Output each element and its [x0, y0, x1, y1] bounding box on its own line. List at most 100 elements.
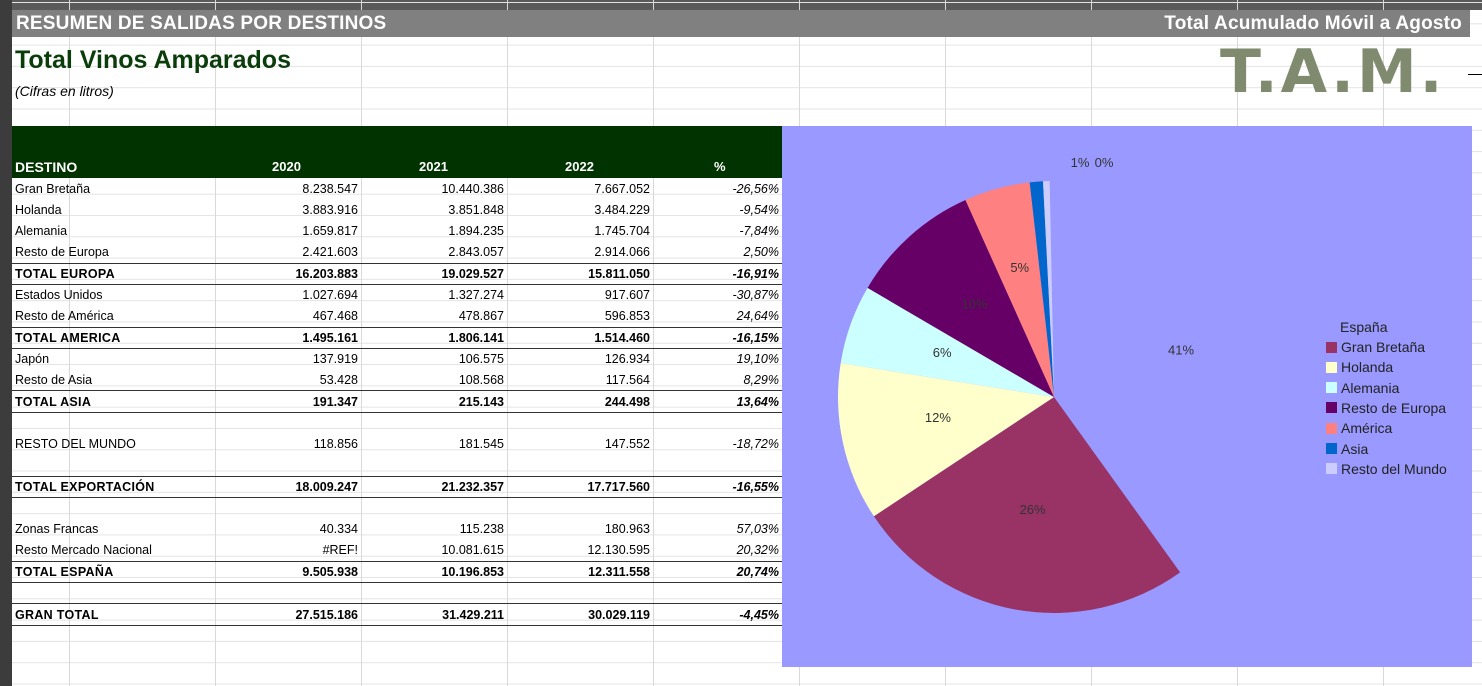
cell-percent: 20,74% — [653, 560, 782, 584]
cell-2021 — [361, 583, 507, 604]
pie-slice-label: 10% — [962, 297, 988, 312]
cell-2022: 7.667.052 — [594, 181, 650, 196]
table-row-total: TOTAL EXPORTACIÓN 18.009.247 21.232.357 17.… — [12, 475, 782, 498]
legend-swatch — [1326, 361, 1337, 373]
report-title: RESUMEN DE SALIDAS POR DESTINOS — [16, 12, 387, 34]
cell-destino: TOTAL EXPORTACIÓN — [12, 475, 215, 498]
legend-title: España — [1340, 319, 1388, 335]
cell-2021: 181.545 — [458, 437, 504, 452]
cell-2020: 467.468 — [312, 309, 358, 324]
cell-2021: 106.575 — [458, 352, 504, 367]
cell-percent: 2,50% — [743, 245, 779, 260]
legend-item: América — [1326, 420, 1392, 436]
legend-swatch — [1326, 422, 1337, 434]
pie-slice-asia — [1029, 181, 1054, 397]
cell-destino: Estados Unidos — [15, 288, 103, 303]
table-header-band — [12, 126, 782, 178]
cell-percent: 13,64% — [653, 390, 782, 413]
legend-item: Asia — [1326, 441, 1368, 457]
cell-2022: 117.564 — [605, 373, 650, 388]
cell-2021: 1.327.274 — [448, 288, 504, 303]
cell-destino: Gran Bretaña — [15, 181, 91, 196]
table-row-total: TOTAL ASIA 191.347 215.143 244.498 13,64% — [12, 390, 782, 413]
legend-label: Resto del Mundo — [1341, 460, 1447, 477]
cell-2021: 2.843.057 — [448, 245, 504, 260]
cell-2022 — [507, 455, 653, 476]
cell-percent: -26,56% — [732, 181, 779, 196]
pie-slice-label: 0% — [1095, 155, 1114, 170]
cell-2021: 21.232.357 — [361, 475, 507, 498]
pie-slice-resto-de-europa — [867, 199, 1054, 397]
cell-percent: -9,54% — [739, 202, 779, 217]
cell-2021: 10.440.386 — [441, 181, 504, 196]
col-header-2022: 2022 — [565, 159, 594, 174]
cell-percent: -30,87% — [732, 288, 779, 303]
pie-slice-label: 1% — [1071, 155, 1090, 170]
legend-label: Alemania — [1341, 379, 1400, 396]
cell-percent: -16,91% — [653, 262, 782, 285]
legend-label: Resto de Europa — [1341, 399, 1447, 416]
table-row-total: TOTAL EUROPA 16.203.883 19.029.527 15.811.0… — [12, 262, 782, 285]
legend-item: Resto del Mundo — [1326, 461, 1447, 477]
cell-2022: 15.811.050 — [507, 262, 653, 285]
cell-destino: TOTAL ASIA — [12, 390, 215, 413]
cell-destino: Resto Mercado Nacional — [15, 543, 152, 558]
cell-2021: 31.429.211 — [361, 603, 507, 626]
pie-chart-svg: 41% 26% 12% 6% 10% 5% 1% 0% — [838, 155, 1270, 613]
cell-percent: 57,03% — [736, 522, 779, 537]
table-row-total: GRAN TOTAL 27.515.186 31.429.211 30.029.119… — [12, 603, 782, 626]
cell-2020: 2.421.603 — [302, 245, 358, 260]
cell-2021: 1.806.141 — [361, 326, 507, 349]
cell-2020 — [215, 455, 361, 476]
cell-destino: GRAN TOTAL — [12, 603, 215, 626]
cell-2020: 8.238.547 — [302, 181, 358, 196]
cell-destino: TOTAL AMERICA — [12, 326, 215, 349]
cell-percent: 24,64% — [736, 309, 779, 324]
cell-2021: 115.238 — [459, 522, 504, 537]
report-period: Total Acumulado Móvil a Agosto — [1164, 12, 1462, 34]
cell-2022: 147.552 — [604, 437, 650, 452]
cell-2020 — [215, 583, 361, 604]
cell-2021: 19.029.527 — [361, 262, 507, 285]
pie-slice-américa — [965, 182, 1054, 397]
cell-2021: 10.081.615 — [441, 543, 504, 558]
cell-percent: -7,84% — [739, 224, 779, 239]
cell-2021: 3.851.848 — [448, 202, 504, 217]
pie-slice-alemania — [840, 287, 1054, 397]
legend-item: Gran Bretaña — [1326, 339, 1425, 355]
cell-2020: 16.203.883 — [215, 262, 361, 285]
table-row: Resto de América 467.468 478.867 596.853 24,… — [12, 306, 782, 327]
table-row: Resto Mercado Nacional #REF! 10.081.615 12.… — [12, 540, 782, 561]
col-header-2020: 2020 — [272, 159, 301, 174]
pie-slice-holanda — [838, 363, 1054, 517]
cell-2022: 596.853 — [604, 309, 650, 324]
legend-swatch — [1326, 382, 1337, 394]
cell-2021: 215.143 — [361, 390, 507, 413]
legend-swatch — [1326, 341, 1337, 353]
cell-2022: 17.717.560 — [507, 475, 653, 498]
table-row-blank — [12, 497, 782, 518]
cell-destino: Alemania — [15, 224, 68, 239]
table-row: RESTO DEL MUNDO 118.856 181.545 147.552 -18,… — [12, 434, 782, 455]
cell-2021 — [361, 455, 507, 476]
table-row-total: TOTAL AMERICA 1.495.161 1.806.141 1.514.460… — [12, 326, 782, 349]
page-title: Total Vinos Amparados — [15, 46, 291, 74]
cell-percent — [653, 412, 782, 433]
pie-slice-españa — [1049, 181, 1270, 573]
cell-2021: 10.196.853 — [361, 560, 507, 584]
cell-2022: 1.745.704 — [594, 224, 650, 239]
table-row: Zonas Francas 40.334 115.238 180.963 57,03% — [12, 519, 782, 540]
cell-2022: 244.498 — [507, 390, 653, 413]
cell-destino — [12, 455, 215, 476]
cell-destino — [12, 583, 215, 604]
cell-percent: 8,29% — [743, 373, 779, 388]
table-row-total: TOTAL ESPAÑA 9.505.938 10.196.853 12.311.55… — [12, 560, 782, 584]
cell-percent — [653, 455, 782, 476]
cell-2022: 3.484.229 — [594, 202, 650, 217]
cell-percent: -4,45% — [653, 603, 782, 626]
cell-2022: 12.311.558 — [507, 560, 653, 584]
cell-percent: -16,15% — [653, 326, 782, 349]
cell-destino: TOTAL ESPAÑA — [12, 560, 215, 584]
cell-2022: 30.029.119 — [507, 603, 653, 626]
cell-2020: 18.009.247 — [215, 475, 361, 498]
